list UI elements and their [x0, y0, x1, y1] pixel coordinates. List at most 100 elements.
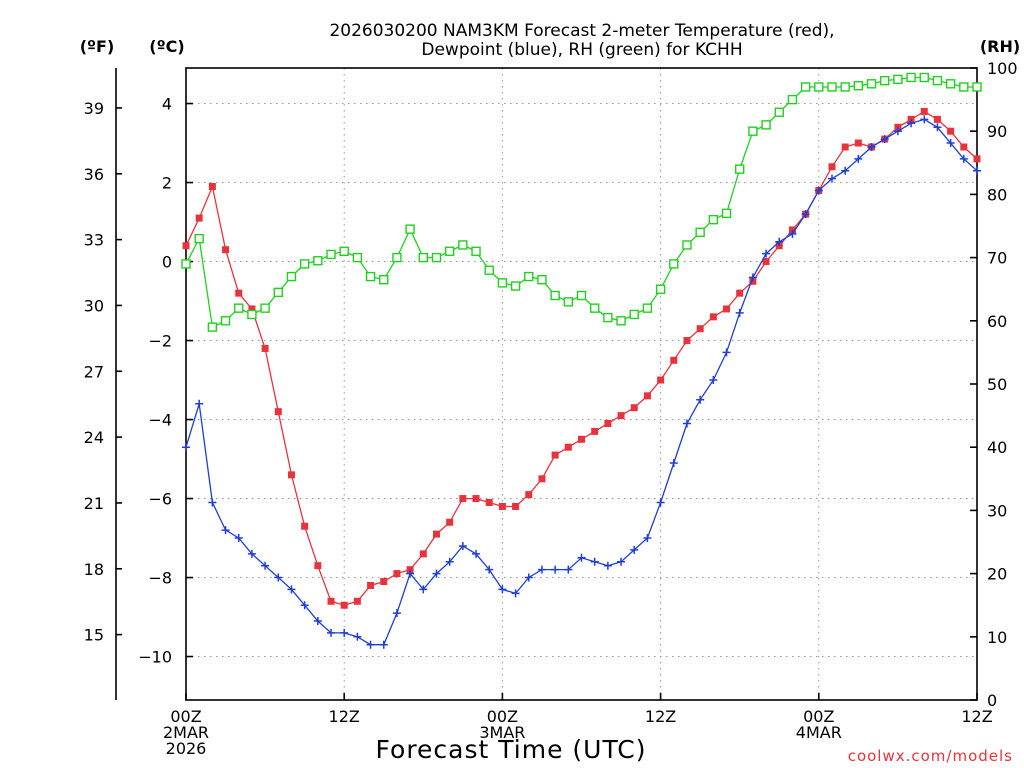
data-point [220, 316, 231, 326]
time-tick-label: 00Z [803, 707, 834, 726]
data-point [564, 565, 573, 574]
data-point [866, 79, 877, 89]
data-point [762, 249, 771, 258]
series-temperature [182, 107, 981, 609]
data-point [286, 271, 297, 282]
data-point [670, 356, 678, 364]
data-point [419, 550, 427, 558]
data-point [841, 143, 849, 151]
data-point [696, 395, 705, 404]
data-point [248, 305, 256, 313]
data-point [682, 419, 691, 428]
data-point [550, 290, 560, 301]
data-point [261, 344, 269, 352]
data-point [880, 135, 889, 144]
data-point [604, 420, 612, 427]
data-point [827, 82, 837, 92]
data-point [960, 143, 968, 151]
data-point [775, 237, 784, 246]
data-point [367, 581, 375, 589]
rh-tick-label: 20 [987, 565, 1007, 584]
data-point [512, 502, 520, 510]
axes [115, 67, 978, 701]
data-point [537, 275, 547, 285]
data-point [301, 522, 309, 530]
data-point [947, 127, 955, 135]
time-tick-label: 12Z [645, 707, 676, 726]
data-point [655, 284, 666, 294]
data-point [656, 498, 665, 507]
rh-tick-label: 50 [987, 375, 1007, 394]
data-point [353, 632, 362, 641]
data-point [432, 530, 440, 538]
fahrenheit-tick-label: 18 [84, 560, 104, 579]
time-tick-label: 2026 [166, 739, 207, 758]
data-point [682, 240, 692, 250]
data-point [643, 534, 652, 543]
series-line [185, 110, 978, 606]
time-tick-label: 12Z [329, 707, 360, 726]
data-point [393, 570, 401, 578]
data-point [761, 120, 771, 130]
data-point [591, 427, 599, 435]
data-point [576, 290, 587, 301]
data-point [551, 565, 560, 574]
data-point [642, 303, 653, 313]
data-point [472, 549, 481, 558]
celsius-tick-label: −8 [148, 569, 172, 588]
data-point [207, 322, 218, 332]
data-point [247, 549, 256, 558]
data-point [603, 312, 613, 323]
data-point [787, 94, 798, 105]
data-point [314, 562, 322, 570]
data-point [723, 305, 731, 313]
data-point [828, 163, 836, 171]
data-point [721, 208, 732, 219]
chart-title-line-1: 2026030200 NAM3KM Forecast 2-meter Tempe… [329, 21, 834, 41]
data-point [630, 404, 638, 412]
data-point [814, 82, 824, 92]
data-point [972, 82, 982, 92]
celsius-unit-label: (ºC) [149, 37, 184, 56]
data-point [538, 475, 546, 483]
rh-tick-label: 100 [987, 59, 1018, 78]
data-point [195, 214, 203, 222]
data-point [945, 79, 956, 89]
data-point [669, 259, 679, 269]
series-dewpoint [182, 115, 981, 649]
data-point [459, 495, 467, 503]
data-point [709, 313, 717, 321]
data-point [973, 166, 981, 175]
data-point [524, 573, 533, 582]
data-point [392, 252, 402, 263]
rh-tick-label: 60 [987, 312, 1007, 331]
data-point [920, 115, 929, 124]
data-point [696, 325, 704, 333]
data-point [380, 578, 388, 585]
data-point [287, 585, 296, 594]
data-point [880, 75, 890, 86]
data-point [419, 585, 428, 594]
data-point [510, 281, 521, 291]
data-point [932, 75, 943, 86]
data-point [617, 412, 625, 420]
data-point [959, 154, 968, 163]
data-point [867, 143, 876, 151]
data-point [485, 565, 494, 574]
fahrenheit-tick-label: 15 [84, 626, 104, 645]
data-point [563, 297, 574, 307]
data-point [748, 126, 758, 136]
data-point [221, 526, 230, 535]
data-point [774, 107, 784, 117]
data-point [182, 443, 190, 452]
data-point [906, 72, 916, 83]
data-point [616, 316, 626, 326]
data-point [431, 252, 442, 263]
data-point [893, 127, 902, 136]
rh-tick-label: 0 [987, 691, 997, 710]
data-point [260, 303, 270, 313]
time-tick-label: 2MAR [163, 723, 209, 742]
data-point [339, 246, 349, 256]
chart-title-line-2: Dewpoint (blue), RH (green) for KCHH [421, 40, 742, 60]
rh-unit-label: (RH) [980, 37, 1020, 56]
